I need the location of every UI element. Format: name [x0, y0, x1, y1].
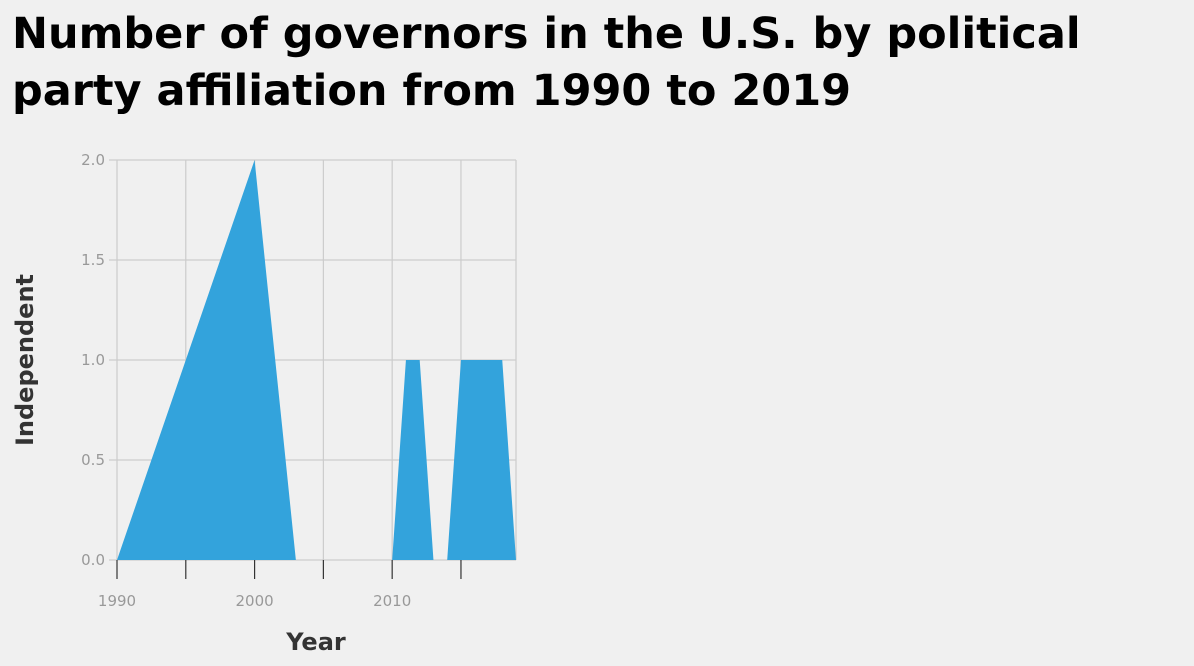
y-tick-label: 0.0 — [81, 551, 105, 569]
axes: 0.0 0.5 1.0 1.5 2.0 1990 2000 2010 — [81, 151, 462, 610]
series-layer — [117, 160, 516, 560]
area-series — [117, 160, 516, 560]
y-tick-label: 1.5 — [81, 251, 105, 269]
y-tick-label: 0.5 — [81, 451, 105, 469]
y-axis-title: Independent — [11, 274, 39, 446]
y-tick-label: 2.0 — [81, 151, 105, 169]
x-tick-label: 2000 — [235, 592, 273, 610]
chart-title: Number of governors in the U.S. by polit… — [12, 9, 1081, 116]
x-axis-title: Year — [285, 628, 346, 656]
x-tick-label: 2010 — [373, 592, 411, 610]
y-tick-label: 1.0 — [81, 351, 105, 369]
x-tick-label: 1990 — [98, 592, 136, 610]
